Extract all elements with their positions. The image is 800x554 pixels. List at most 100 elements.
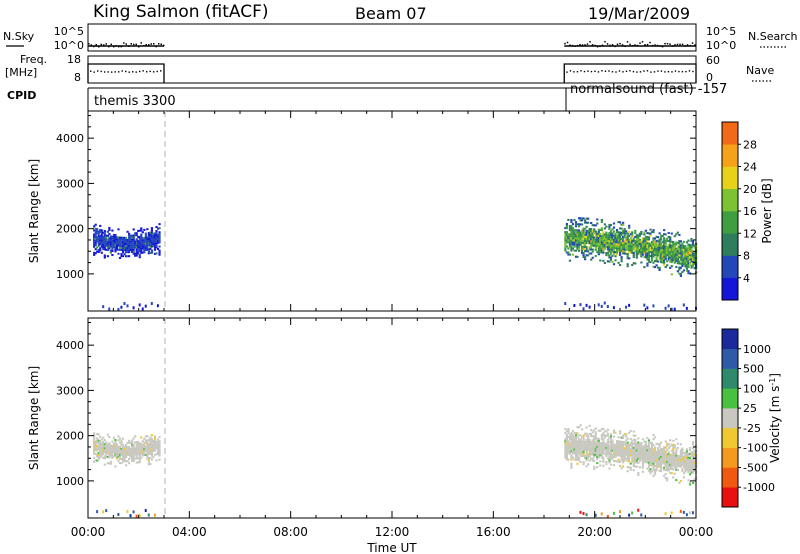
echo-cell — [596, 455, 599, 459]
power-colorbar-swatch — [722, 233, 738, 256]
echo-cell — [682, 464, 686, 467]
echo-cell — [666, 442, 669, 445]
echo-cell-near-range — [640, 513, 643, 517]
echo-cell — [129, 248, 132, 252]
echo-cell — [571, 235, 575, 238]
echo-cell — [108, 245, 111, 248]
echo-cell — [155, 234, 158, 237]
echo-cell — [670, 248, 673, 251]
echo-cell — [652, 468, 655, 471]
echo-cell — [658, 240, 661, 243]
echo-cell — [108, 435, 111, 439]
echo-cell — [600, 454, 603, 457]
echo-cell — [602, 249, 605, 252]
echo-cell — [587, 463, 590, 466]
echo-cell — [114, 240, 117, 243]
echo-cell — [650, 464, 654, 467]
echo-cell — [612, 248, 616, 251]
echo-cell — [655, 459, 658, 462]
echo-cell — [628, 458, 631, 461]
echo-cell — [124, 443, 128, 446]
echo-cell — [634, 235, 637, 239]
echo-cell — [606, 444, 610, 447]
nave-dot — [569, 70, 572, 72]
echo-cell — [643, 245, 646, 248]
echo-cell — [109, 241, 112, 244]
echo-cell — [580, 450, 584, 453]
echo-cell — [679, 272, 682, 275]
echo-cell — [635, 447, 638, 450]
echo-cell — [650, 443, 654, 447]
echo-cell — [679, 449, 682, 452]
echo-cell — [661, 454, 664, 457]
echo-cell — [634, 453, 637, 456]
echo-cell — [109, 239, 112, 242]
echo-cell — [574, 458, 578, 461]
echo-cell — [115, 244, 119, 247]
echo-cell — [612, 230, 616, 233]
echo-cell — [676, 270, 679, 273]
echo-cell — [688, 469, 692, 472]
echo-cell — [679, 256, 682, 259]
echo-cell — [149, 243, 152, 246]
echo-cell — [567, 452, 570, 455]
echo-cell — [568, 444, 572, 447]
echo-cell — [687, 253, 690, 256]
echo-cell — [656, 250, 660, 253]
echo-cell — [646, 246, 649, 249]
echo-cell — [660, 457, 663, 460]
echo-cell — [593, 449, 596, 452]
echo-cell — [97, 234, 100, 237]
echo-cell — [669, 439, 672, 442]
nsearch-dot — [103, 44, 105, 46]
echo-cell — [679, 246, 682, 249]
echo-cell — [681, 252, 684, 255]
echo-cell — [108, 228, 111, 232]
echo-cell-near-range — [153, 513, 156, 517]
echo-cell — [564, 456, 567, 459]
echo-cell — [670, 240, 673, 243]
echo-cell — [632, 450, 635, 453]
echo-cell — [687, 251, 690, 254]
echo-cell — [653, 446, 657, 449]
echo-cell — [111, 243, 114, 246]
echo-cell — [128, 251, 131, 254]
echo-cell — [570, 466, 573, 469]
echo-cell — [599, 243, 602, 246]
echo-cell — [599, 235, 602, 238]
echo-cell — [655, 252, 658, 255]
echo-cell — [652, 444, 655, 447]
echo-cell — [681, 256, 684, 259]
echo-cell — [688, 247, 692, 251]
echo-cell — [584, 442, 587, 445]
echo-cell — [150, 231, 154, 234]
echo-cell — [602, 237, 605, 240]
echo-cell — [599, 237, 602, 240]
echo-cell — [611, 242, 614, 245]
echo-cell — [638, 238, 641, 241]
echo-cell — [685, 267, 689, 270]
velocity-colorbar-swatch — [722, 447, 738, 468]
echo-cell — [687, 261, 690, 265]
echo-cell — [620, 454, 623, 458]
echo-cell — [676, 446, 679, 449]
echo-cell — [579, 454, 582, 457]
echo-cell — [637, 248, 640, 251]
nsearch-dot — [679, 43, 681, 46]
nsearch-dot — [128, 45, 130, 47]
echo-cell — [590, 232, 593, 235]
echo-cell — [99, 454, 102, 457]
nave-dot — [674, 70, 677, 72]
echo-cell — [117, 459, 120, 462]
echo-cell — [679, 240, 682, 243]
echo-cell — [606, 457, 610, 460]
echo-cell — [600, 436, 603, 439]
echo-cell — [658, 449, 661, 452]
echo-cell — [565, 456, 568, 459]
echo-cell — [605, 239, 608, 242]
echo-cell — [622, 246, 625, 249]
echo-cell — [585, 440, 588, 443]
echo-cell — [593, 242, 596, 245]
echo-cell — [626, 437, 629, 440]
